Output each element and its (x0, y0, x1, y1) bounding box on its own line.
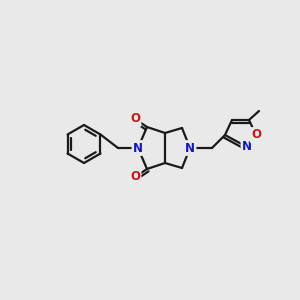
Text: O: O (130, 112, 140, 125)
Text: N: N (133, 142, 143, 154)
Text: O: O (130, 170, 140, 184)
Text: O: O (251, 128, 261, 142)
Text: N: N (242, 140, 252, 154)
Text: N: N (185, 142, 195, 154)
